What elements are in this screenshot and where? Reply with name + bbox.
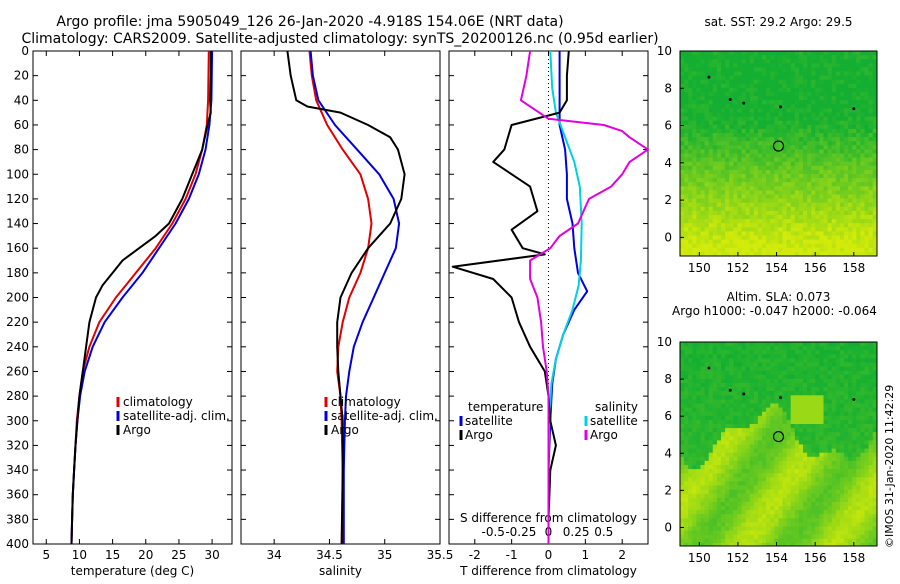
depth-tick-label: 120 [6, 192, 29, 206]
island-speck [779, 396, 782, 399]
x2-tick-label: -0.25 [505, 525, 536, 539]
depth-tick-label: 60 [14, 118, 29, 132]
depth-tick-label: 80 [14, 143, 29, 157]
legend-label: Argo [465, 428, 493, 442]
x-axis-label: T difference from climatology [459, 564, 637, 578]
depth-tick-label: 0 [21, 44, 29, 58]
depth-tick-label: 240 [6, 340, 29, 354]
imos-credit: ©IMOS 31-Jan-2020 11:42:29 [883, 385, 896, 548]
depth-tick-label: 180 [6, 266, 29, 280]
x-tick-label: 35.5 [427, 548, 454, 562]
x-axis-label: salinity [319, 564, 362, 578]
legend-label: satellite-adj. clim. [123, 409, 230, 423]
map-y-tick-label: 10 [657, 335, 672, 349]
legend-label: climatology [331, 395, 401, 409]
map-y-tick-label: 2 [664, 193, 672, 207]
map-x-tick-label: 154 [765, 261, 788, 275]
x-axis-label: temperature (deg C) [71, 564, 194, 578]
x2-tick-label: 0.5 [594, 525, 613, 539]
map-x-tick-label: 158 [842, 551, 865, 565]
map-title: sat. SST: 29.2 Argo: 29.5 [704, 15, 852, 29]
x-tick-label: 30 [204, 548, 219, 562]
map-x-tick-label: 150 [688, 551, 711, 565]
map-y-tick-label: 8 [664, 81, 672, 95]
x-tick-label: 0 [545, 548, 553, 562]
map-y-tick-label: 10 [657, 44, 672, 58]
map-x-tick-label: 152 [726, 551, 749, 565]
x-tick-label: 10 [72, 548, 87, 562]
legend-header: temperature [468, 400, 543, 414]
legend-label: satellite [590, 414, 638, 428]
map-x-tick-label: 156 [804, 551, 827, 565]
x-tick-label: 15 [105, 548, 120, 562]
depth-tick-label: 220 [6, 315, 29, 329]
island-speck [742, 392, 745, 395]
title-line-1: Argo profile: jma 5905049_126 26-Jan-202… [56, 14, 563, 30]
x-tick-label: 25 [171, 548, 186, 562]
x-tick-label: 2 [618, 548, 626, 562]
legend-label: satellite [465, 414, 513, 428]
island-speck [852, 398, 855, 401]
legend-label: Argo [123, 423, 151, 437]
depth-tick-label: 340 [6, 463, 29, 477]
map-x-tick-label: 152 [726, 261, 749, 275]
x-tick-label: -2 [469, 548, 481, 562]
island-speck [707, 76, 710, 79]
depth-tick-label: 200 [6, 291, 29, 305]
map-x-tick-label: 150 [688, 261, 711, 275]
depth-tick-label: 280 [6, 389, 29, 403]
map-y-tick-label: 6 [664, 119, 672, 133]
legend-header: salinity [595, 400, 638, 414]
map-y-tick-label: 8 [664, 372, 672, 386]
island-speck [707, 366, 710, 369]
map-pixels-sla-map [680, 342, 877, 546]
x-tick-label: 5 [42, 548, 50, 562]
x2-tick-label: 0.25 [563, 525, 590, 539]
island-speck [729, 389, 732, 392]
map-x-tick-label: 158 [842, 261, 865, 275]
legend-label: climatology [123, 395, 193, 409]
depth-tick-label: 300 [6, 414, 29, 428]
x-tick-label: 34.5 [316, 548, 343, 562]
map-y-tick-label: 4 [664, 446, 672, 460]
panel-frame-temperature [33, 51, 232, 544]
island-speck [852, 107, 855, 110]
island-speck [779, 105, 782, 108]
map-y-tick-label: 2 [664, 483, 672, 497]
depth-tick-label: 360 [6, 488, 29, 502]
map-title: Altim. SLA: 0.073 [727, 290, 831, 304]
depth-tick-label: 20 [14, 69, 29, 83]
map-subtitle: Argo h1000: -0.047 h2000: -0.064 [672, 304, 877, 318]
map-x-tick-label: 154 [765, 551, 788, 565]
island-speck [742, 102, 745, 105]
title-line-2: Climatology: CARS2009. Satellite-adjuste… [21, 31, 658, 47]
island-speck [729, 98, 732, 101]
x-tick-label: 20 [138, 548, 153, 562]
depth-tick-label: 140 [6, 217, 29, 231]
depth-tick-label: 40 [14, 93, 29, 107]
x-tick-label: 35 [377, 548, 392, 562]
legend-label: Argo [590, 428, 618, 442]
x-tick-label: 1 [582, 548, 590, 562]
legend-label: Argo [331, 423, 359, 437]
map-y-tick-label: 6 [664, 409, 672, 423]
x-tick-label: -1 [506, 548, 518, 562]
map-x-tick-label: 156 [804, 261, 827, 275]
map-pixels-sst-map [680, 51, 877, 256]
x2-tick-label: -0.5 [482, 525, 505, 539]
depth-tick-label: 260 [6, 364, 29, 378]
depth-tick-label: 100 [6, 167, 29, 181]
depth-tick-label: 380 [6, 512, 29, 526]
map-y-tick-label: 0 [664, 230, 672, 244]
map-y-tick-label: 4 [664, 156, 672, 170]
depth-tick-label: 160 [6, 241, 29, 255]
map-y-tick-label: 0 [664, 520, 672, 534]
depth-tick-label: 320 [6, 438, 29, 452]
depth-tick-label: 400 [6, 537, 29, 551]
x-tick-label: 34 [267, 548, 282, 562]
legend-label: satellite-adj. clim. [331, 409, 438, 423]
